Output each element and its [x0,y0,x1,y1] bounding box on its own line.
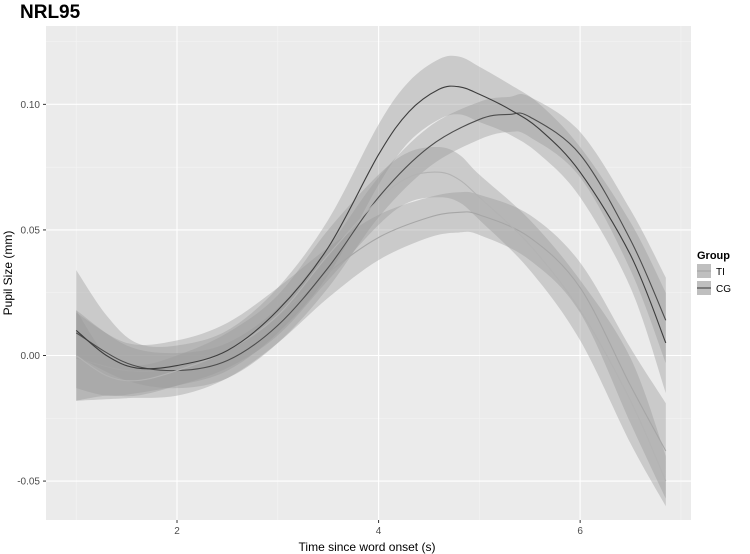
x-tick-label: 6 [577,526,583,537]
series-line-cg-wiggly [75,85,667,370]
x-tick-label: 4 [376,526,382,537]
legend: Group TI CG [697,250,731,295]
y-axis-ticks: -0.05 0.00 0.05 0.10 [17,100,46,488]
plot-panel [46,26,691,520]
legend-title: Group [697,250,730,262]
x-axis-title: Time since word onset (s) [299,540,436,554]
legend-label-cg: CG [716,284,731,295]
series-line-ti-wiggly [75,171,667,482]
ci-band-cg-wiggly [76,55,666,396]
grid-lines [46,26,691,520]
y-tick-label: 0.10 [21,100,41,111]
ci-band-cg-smooth [76,94,666,389]
confidence-bands [76,55,666,507]
ci-band-ti-wiggly [76,146,666,507]
series-line-cg-smooth [75,112,667,372]
x-tick-label: 2 [174,526,180,537]
ci-band-ti-smooth [76,191,666,499]
series-line-ti-smooth [76,211,667,452]
series-lines [75,85,667,482]
chart-title: NRL95 [20,2,81,23]
y-tick-label: 0.05 [21,225,41,236]
y-axis-title: Pupil Size (mm) [1,231,15,316]
legend-label-ti: TI [716,267,725,278]
x-axis-ticks: 2 4 6 [174,520,583,537]
y-tick-label: 0.00 [21,351,41,362]
y-tick-label: -0.05 [17,477,40,488]
